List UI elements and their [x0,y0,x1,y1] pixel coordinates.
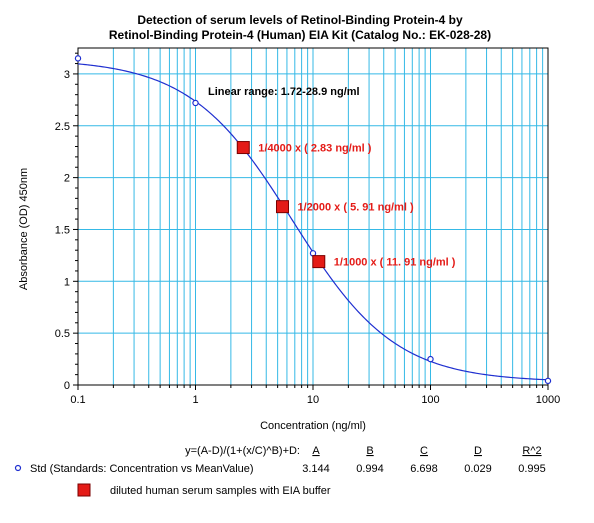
param-header-b: B [366,445,373,457]
x-tick-label: 10 [307,394,319,406]
y-tick-label: 2.5 [55,121,70,133]
fit-equation: y=(A-D)/(1+(x/C)^B)+D: [185,445,300,457]
standard-point [192,99,199,107]
legend-std-label: Std (Standards: Concentration vs MeanVal… [30,463,254,475]
y-tick-label: 2 [64,173,70,185]
axes: 0 0.5 1 1.5 2 2.5 3 0.1 1 10 100 1000 [55,47,560,406]
x-tick-label: 1000 [536,394,560,406]
param-header-d: D [474,445,482,457]
sample-label: 1/2000 x ( 5. 91 ng/ml ) [297,202,414,214]
standard-point [544,377,552,385]
y-tick-label: 1 [64,276,70,288]
x-tick-label: 1 [192,394,198,406]
param-value-d: 0.029 [464,463,492,475]
y-tick-label: 1.5 [55,224,70,236]
sample-point [312,255,326,269]
y-tick-label: 0.5 [55,328,70,340]
param-value-r2: 0.995 [518,463,546,475]
x-tick-label: 100 [421,394,439,406]
param-value-a: 3.144 [302,463,330,475]
data-points-layer [74,55,552,385]
param-header-c: C [420,445,428,457]
standard-point [74,55,82,62]
legend-sample-marker [77,483,91,497]
param-value-b: 0.994 [356,463,384,475]
x-axis-label: Concentration (ng/ml) [260,420,366,432]
chart-title: Detection of serum levels of Retinol-Bin… [137,13,463,27]
x-tick-label: 0.1 [70,394,85,406]
chart-subtitle: Retinol-Binding Protein-4 (Human) EIA Ki… [109,28,491,42]
sample-label: 1/4000 x ( 2.83 ng/ml ) [258,143,371,155]
sample-point [236,141,250,155]
legend: y=(A-D)/(1+(x/C)^B)+D: A B C D R^2 Std (… [14,445,546,497]
grid-lines [78,48,548,385]
legend-std-marker [14,464,22,472]
sample-point [275,200,289,214]
legend-sample-label: diluted human serum samples with EIA buf… [110,485,331,497]
labels-layer: 1/4000 x ( 2.83 ng/ml ) 1/2000 x ( 5. 91 … [258,143,456,269]
param-header-r2: R^2 [522,445,541,457]
linear-range-annotation: Linear range: 1.72-28.9 ng/ml [208,86,360,98]
param-value-c: 6.698 [410,463,438,475]
param-header-a: A [312,445,320,457]
y-axis-label: Absorbance (OD) 450nm [18,168,30,290]
y-tick-label: 3 [64,69,70,81]
standard-point [427,355,434,363]
y-tick-label: 0 [64,380,70,392]
sample-label: 1/1000 x ( 11. 91 ng/ml ) [334,257,456,269]
